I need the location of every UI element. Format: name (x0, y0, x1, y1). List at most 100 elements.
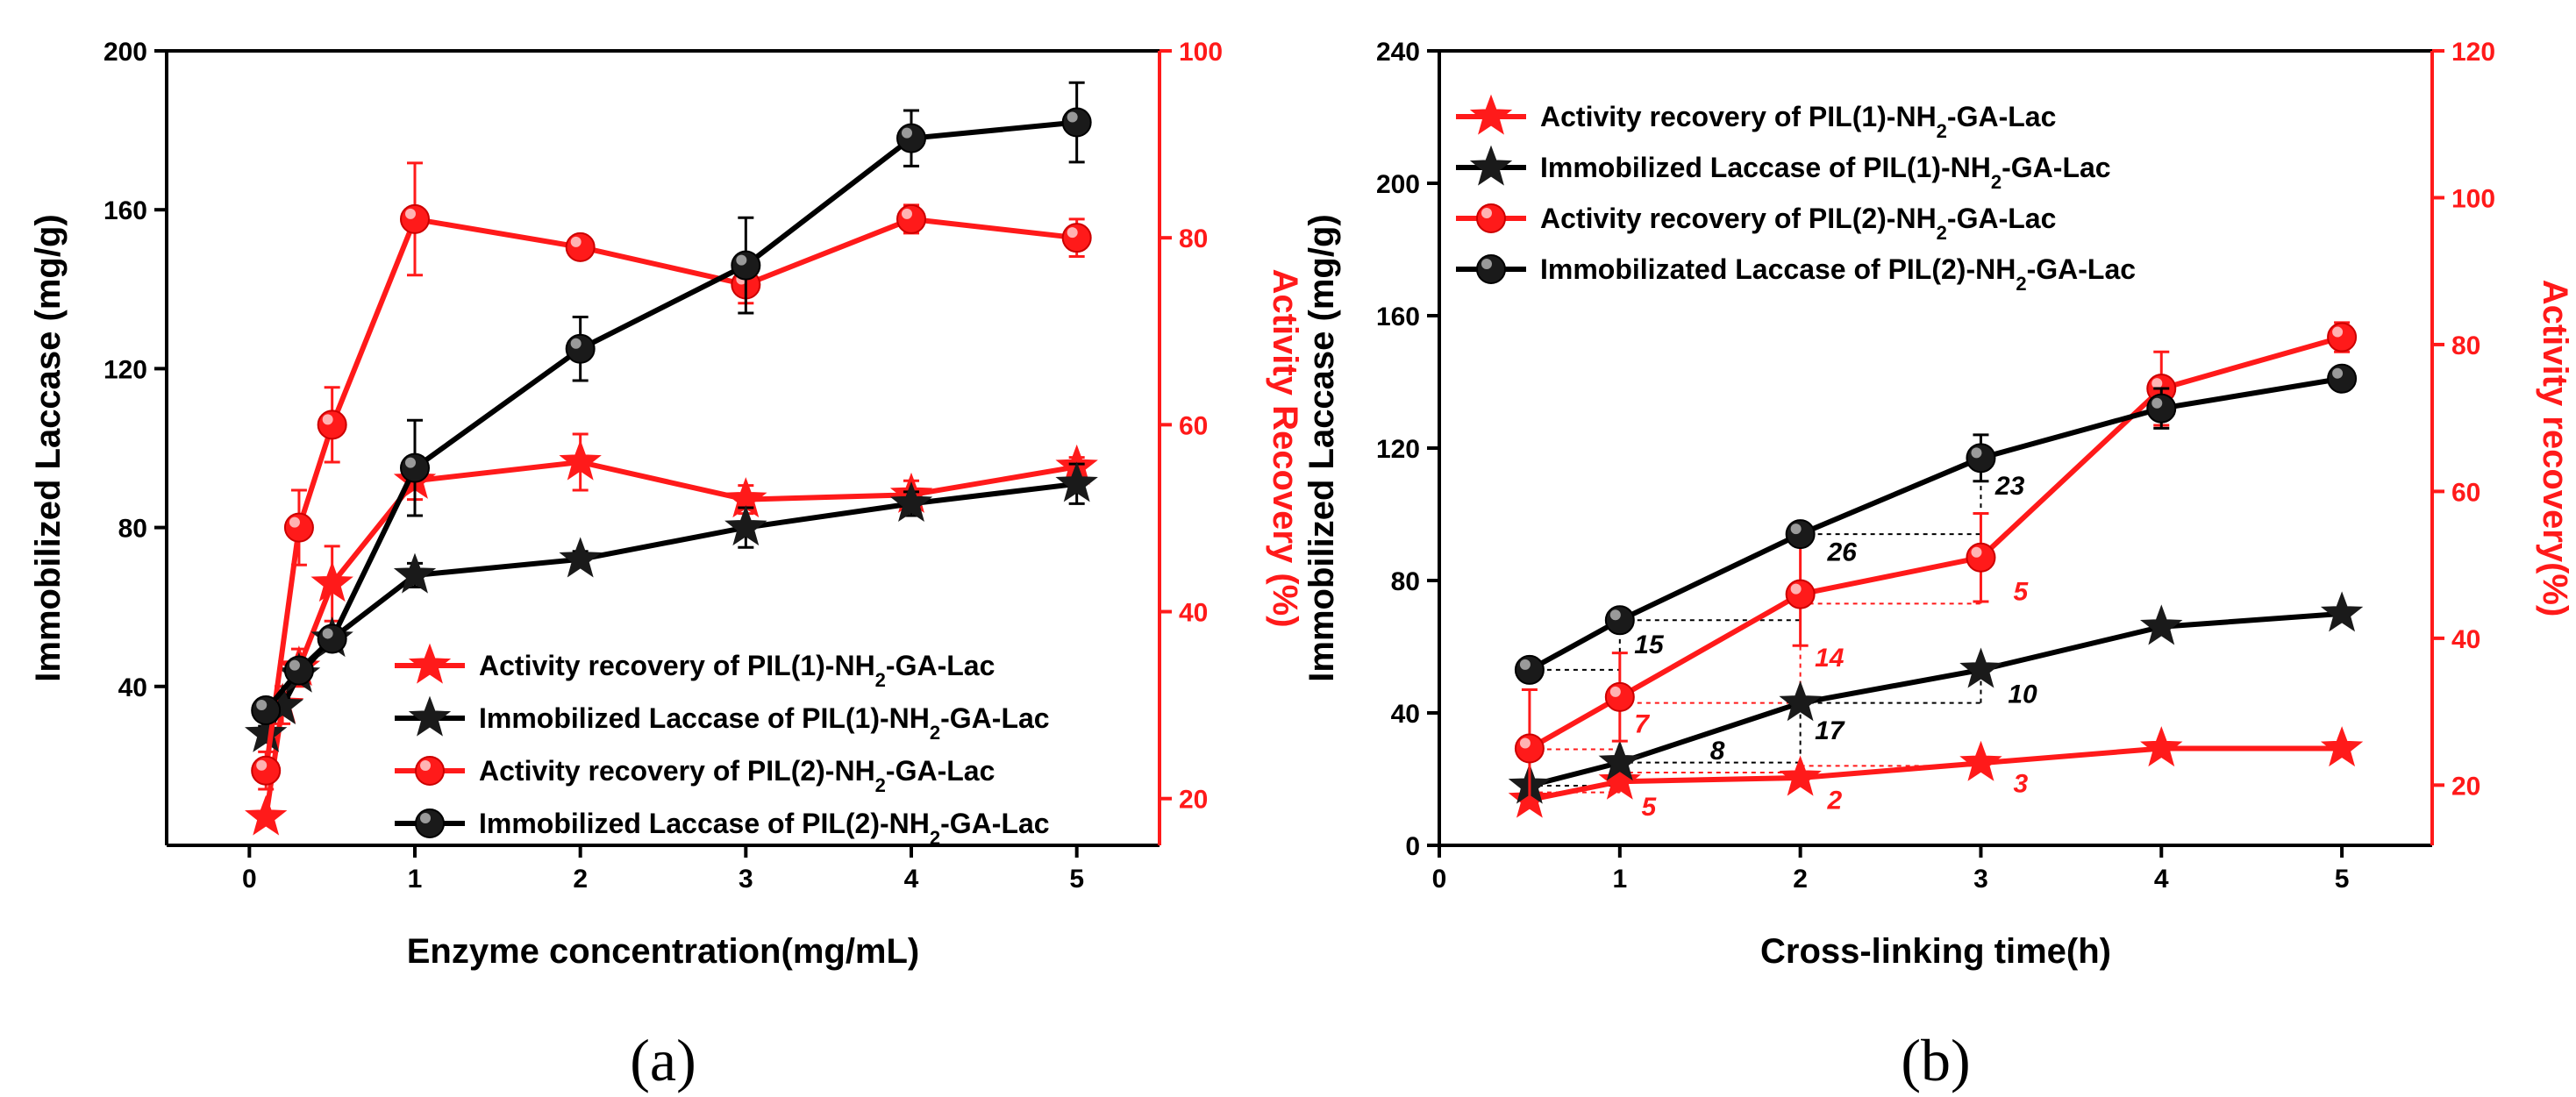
y-tick-label-left: 160 (103, 196, 147, 225)
y-tick-label-left: 120 (1376, 435, 1420, 464)
data-point (283, 512, 314, 543)
x-tick-label: 3 (739, 865, 753, 894)
legend-marker (415, 756, 445, 786)
data-point (251, 755, 282, 786)
data-point-highlight (1609, 609, 1621, 621)
data-point-highlight (289, 516, 300, 528)
data-point (2327, 322, 2358, 353)
annotation-label: 5 (2014, 578, 2030, 607)
series-4 (1514, 363, 2358, 685)
data-point-highlight (1971, 447, 1982, 459)
data-point (1785, 579, 1816, 609)
annotation-label: 26 (1827, 538, 1858, 566)
annotation-label: 23 (1994, 472, 2025, 501)
data-point (245, 794, 288, 836)
data-point-highlight (2151, 378, 2163, 389)
legend-label: Immobilized Laccase of PIL(1)-NH2-GA-Lac (1540, 152, 2111, 193)
x-tick-label: 4 (2154, 865, 2169, 894)
annotation-label: 15 (1634, 630, 1665, 659)
x-axis-label: Cross-linking time(h) (1760, 932, 2111, 971)
series-line (1529, 610, 2343, 788)
legend-marker (1476, 203, 1506, 233)
data-point (2320, 726, 2364, 767)
data-point-highlight (2332, 326, 2344, 338)
data-point-highlight (2332, 367, 2344, 379)
data-point (1779, 755, 1822, 796)
data-point (400, 452, 430, 483)
legend-marker (408, 643, 452, 684)
data-point-highlight (1067, 111, 1078, 123)
data-point-highlight (322, 414, 333, 425)
series-2 (1508, 591, 2364, 804)
data-point-highlight (736, 254, 747, 266)
data-point-highlight (1609, 686, 1621, 697)
data-point (724, 505, 767, 546)
legend-label: Activity recovery of PIL(2)-NH2-GA-Lac (479, 755, 995, 796)
data-point-highlight (1971, 546, 1982, 558)
legend-marker (1476, 254, 1506, 284)
x-tick-label: 0 (242, 865, 257, 894)
y-tick-label-right: 100 (2451, 184, 2495, 213)
legend-label: Immobilized Laccase of PIL(2)-NH2-GA-Lac (479, 808, 1050, 849)
data-point (1514, 654, 1545, 685)
y-tick-label-left: 40 (118, 673, 147, 702)
data-point-highlight (1519, 737, 1531, 749)
data-point-highlight (405, 457, 416, 468)
data-point (1514, 733, 1545, 764)
annotation-label: 7 (1634, 710, 1650, 739)
data-point (2320, 591, 2364, 632)
data-point (1959, 740, 2002, 781)
y-tick-label-left: 240 (1376, 38, 1420, 67)
legend: Activity recovery of PIL(1)-NH2-GA-Lac Im… (1456, 94, 2136, 295)
series-1 (1508, 726, 2364, 818)
data-point-highlight (256, 759, 268, 771)
data-point (317, 410, 347, 440)
data-point (559, 537, 602, 578)
x-tick-label: 4 (904, 865, 919, 894)
data-point-highlight (322, 628, 333, 639)
y-tick-label-right: 40 (2451, 625, 2480, 654)
annotation-label: 17 (1815, 716, 1845, 745)
data-point-highlight (256, 699, 268, 710)
data-point (1055, 461, 1098, 502)
series-2 (245, 461, 1098, 752)
y-tick-label-left: 120 (103, 355, 147, 384)
data-point-highlight (1790, 583, 1802, 595)
annotation-label: 8 (1710, 737, 1725, 766)
series-4 (251, 81, 1092, 725)
data-point-highlight (289, 659, 300, 671)
legend-marker-highlight (1481, 259, 1492, 269)
data-point (1598, 740, 1641, 781)
y-axis-label-left: Immobilized Laccase (mg/g) (1302, 214, 1341, 681)
series-line (1528, 334, 2343, 752)
data-point (896, 203, 926, 234)
series-line (263, 119, 1077, 712)
data-point (400, 203, 430, 234)
data-point (889, 481, 933, 522)
y-tick-label-right: 80 (2451, 331, 2480, 360)
series-line (263, 216, 1078, 772)
data-point-highlight (1067, 227, 1078, 239)
x-tick-label: 5 (2335, 865, 2350, 894)
data-point (1959, 647, 2002, 688)
data-point-highlight (902, 127, 912, 139)
y-tick-label-left: 0 (1405, 832, 1420, 861)
data-point-highlight (405, 208, 416, 219)
y-tick-label-left: 80 (1391, 567, 1420, 596)
data-point-highlight (2151, 397, 2163, 409)
data-point (559, 439, 602, 481)
y-tick-label-left: 40 (1391, 700, 1420, 729)
data-point-highlight (1790, 524, 1802, 535)
data-point (251, 695, 282, 725)
data-point-highlight (570, 338, 582, 349)
y-tick-label-left: 160 (1376, 303, 1420, 331)
legend-marker (1469, 145, 1513, 186)
annotation-label: 5 (1642, 793, 1658, 822)
legend-label: Activity recovery of PIL(1)-NH2-GA-Lac (479, 650, 995, 691)
series-line (1529, 745, 2343, 803)
y-tick-label-right: 120 (2451, 38, 2495, 67)
data-point (565, 333, 596, 364)
x-tick-label: 3 (1973, 865, 1988, 894)
data-point (1604, 605, 1635, 636)
